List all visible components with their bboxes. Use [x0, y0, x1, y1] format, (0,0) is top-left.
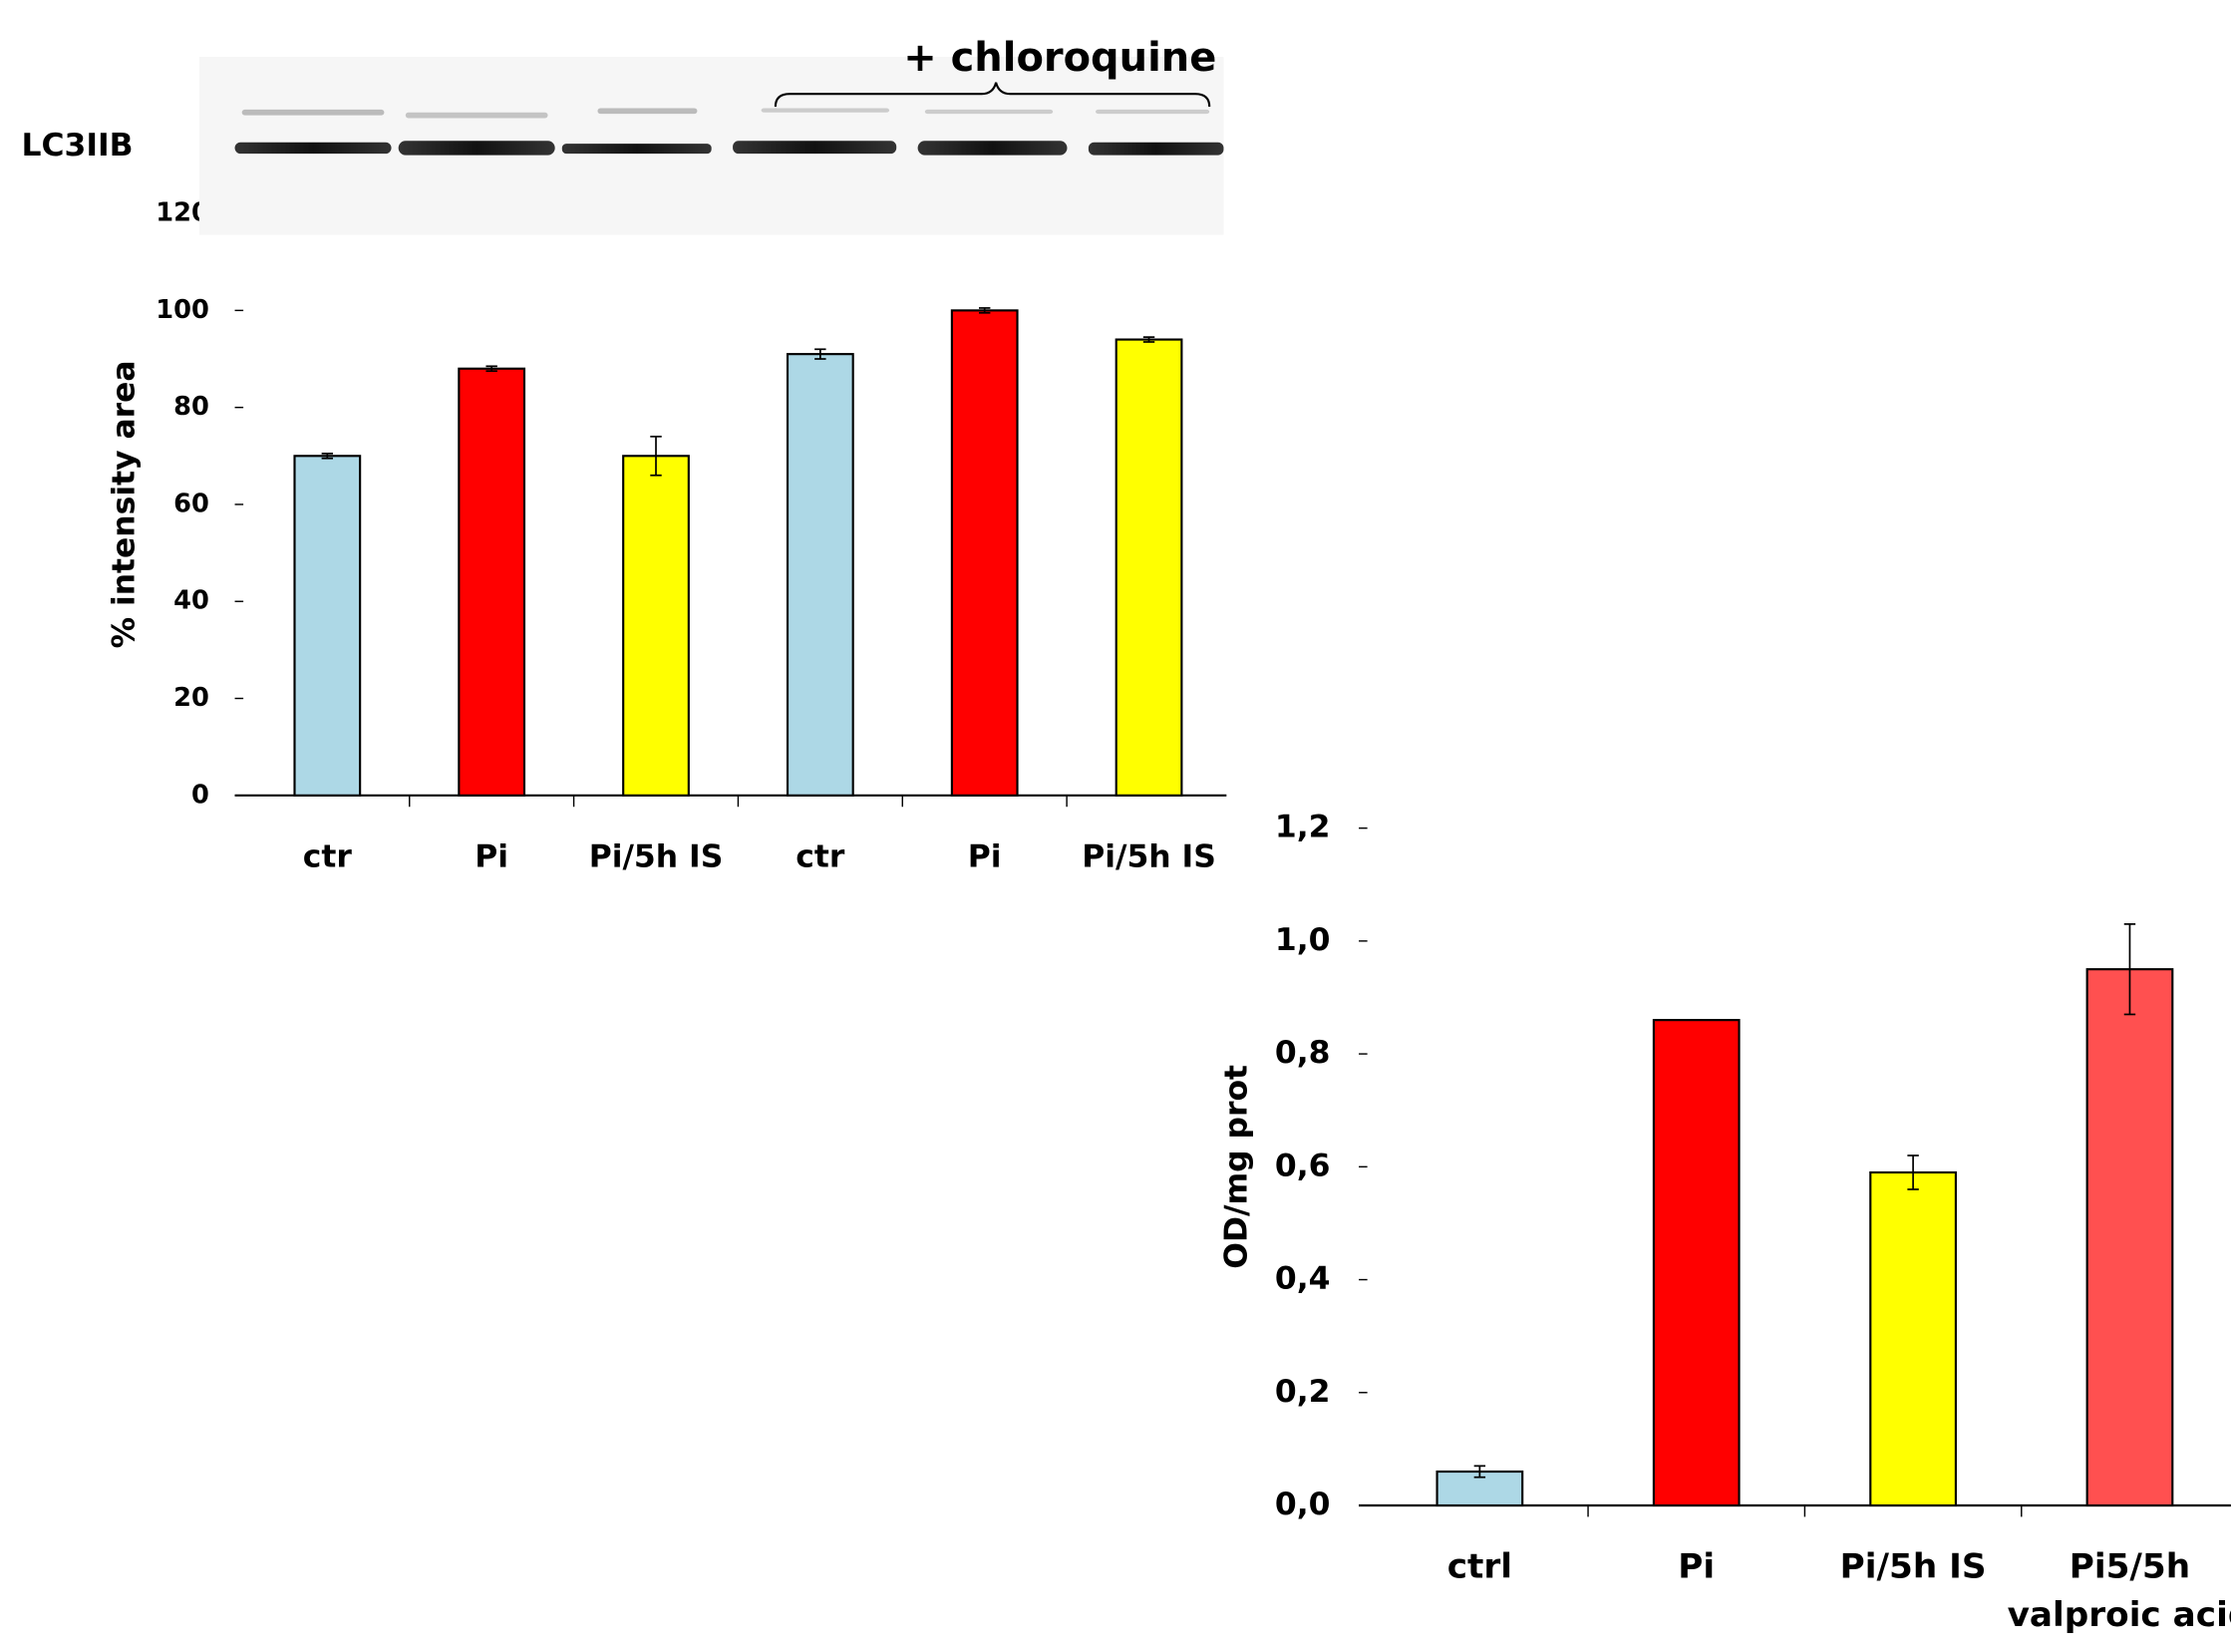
chart: 0,0 0,2 0,4 0,6 0,8 1,0 1,2 OD/mg prot ctrl Pi Pi/…: [1219, 810, 2231, 1635]
y-tick-label: 60: [173, 489, 209, 518]
y-tick-label: 0,2: [1275, 1374, 1331, 1410]
y-tick-label: 1,2: [1275, 810, 1331, 845]
bar: [294, 456, 360, 796]
x-tick-label: Pi/5h IS: [1082, 839, 1216, 875]
y-axis-label: % intensity area: [107, 360, 143, 648]
x-tick-label: ctr: [303, 839, 353, 875]
bar: [788, 354, 853, 796]
western-blot: LC3IIB + chloroquine: [21, 35, 1223, 235]
y-tick-label: 100: [156, 295, 209, 325]
y-axis-label: OD/mg prot: [1219, 1065, 1255, 1269]
bar: [459, 369, 524, 796]
bar: [1870, 1172, 1956, 1505]
y-tick-label: 0,6: [1275, 1148, 1331, 1183]
x-tick-label: Pi5/5h: [2070, 1546, 2190, 1586]
figure: 0,0 0,2 0,4 0,6 0,8 1,0 1,2 OD/mg prot ctrl Pi Pi/…: [0, 0, 2231, 1652]
x-tick-label: valproic acid: [2008, 1595, 2231, 1635]
x-tick-label: Pi/5h IS: [1840, 1546, 1987, 1586]
x-tick-label: ctr: [796, 839, 845, 875]
x-tick-label: ctrl: [1447, 1546, 1512, 1586]
y-tick-label: 80: [173, 392, 209, 422]
x-tick-label: Pi: [968, 839, 1002, 875]
y-tick-label: 1,0: [1275, 922, 1331, 958]
bar: [1654, 1020, 1740, 1505]
bar: [952, 310, 1018, 795]
annotation: + chloroquine: [903, 35, 1216, 81]
y-tick-label: 0,0: [1275, 1487, 1331, 1522]
y-tick-label: 0,4: [1275, 1261, 1331, 1297]
bar: [1116, 340, 1182, 796]
y-tick-label: 0,8: [1275, 1035, 1331, 1071]
bar: [2087, 969, 2173, 1505]
y-tick-label: 20: [173, 683, 209, 713]
blot-label: LC3IIB: [21, 128, 133, 164]
bar: [623, 456, 689, 796]
x-tick-label: Pi/5h IS: [589, 839, 724, 875]
y-tick-label: 40: [173, 586, 209, 616]
x-tick-label: Pi: [475, 839, 508, 875]
y-tick-label: 0: [191, 780, 209, 810]
x-tick-label: Pi: [1678, 1546, 1715, 1586]
